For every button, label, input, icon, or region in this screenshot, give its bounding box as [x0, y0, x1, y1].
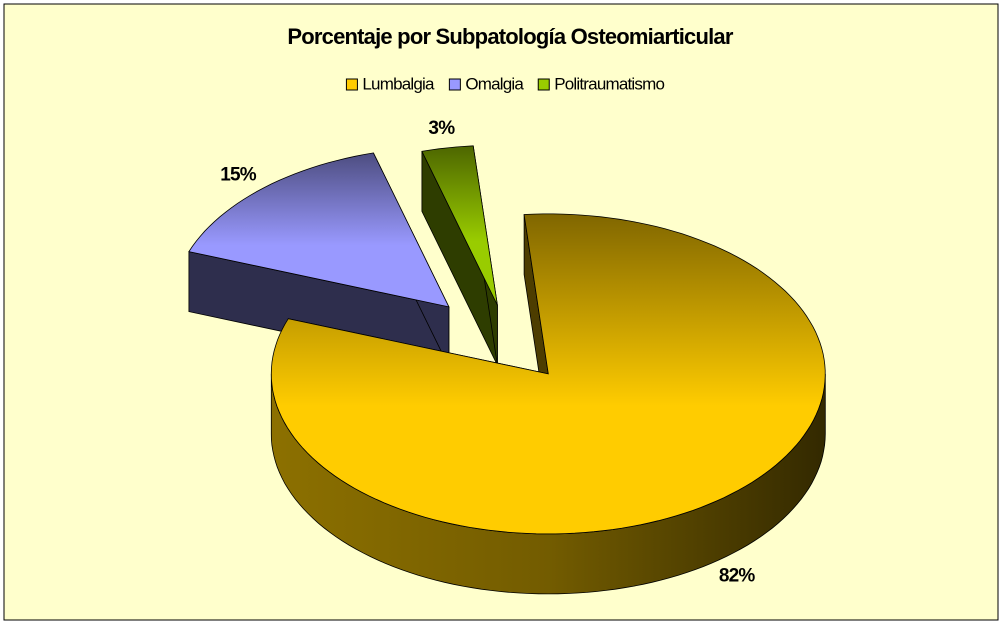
pie: 82% 15% 3%: [188, 118, 826, 595]
data-label: 82%: [719, 565, 756, 586]
legend-swatch: [537, 78, 550, 91]
slice: [270, 213, 826, 535]
data-label: 15%: [220, 164, 257, 185]
legend: Lumbalgia Omalgia Politraumatismo: [345, 74, 665, 93]
legend-label: Omalgia: [465, 74, 524, 93]
slice: [421, 145, 498, 306]
slice: [188, 152, 450, 308]
chart-title: Porcentaje por Subpatología Osteomiartic…: [287, 24, 733, 49]
legend-swatch: [345, 78, 358, 91]
legend-label: Politraumatismo: [554, 74, 664, 93]
data-label: 3%: [428, 118, 455, 139]
legend-swatch: [448, 78, 461, 91]
legend-label: Lumbalgia: [362, 74, 435, 93]
